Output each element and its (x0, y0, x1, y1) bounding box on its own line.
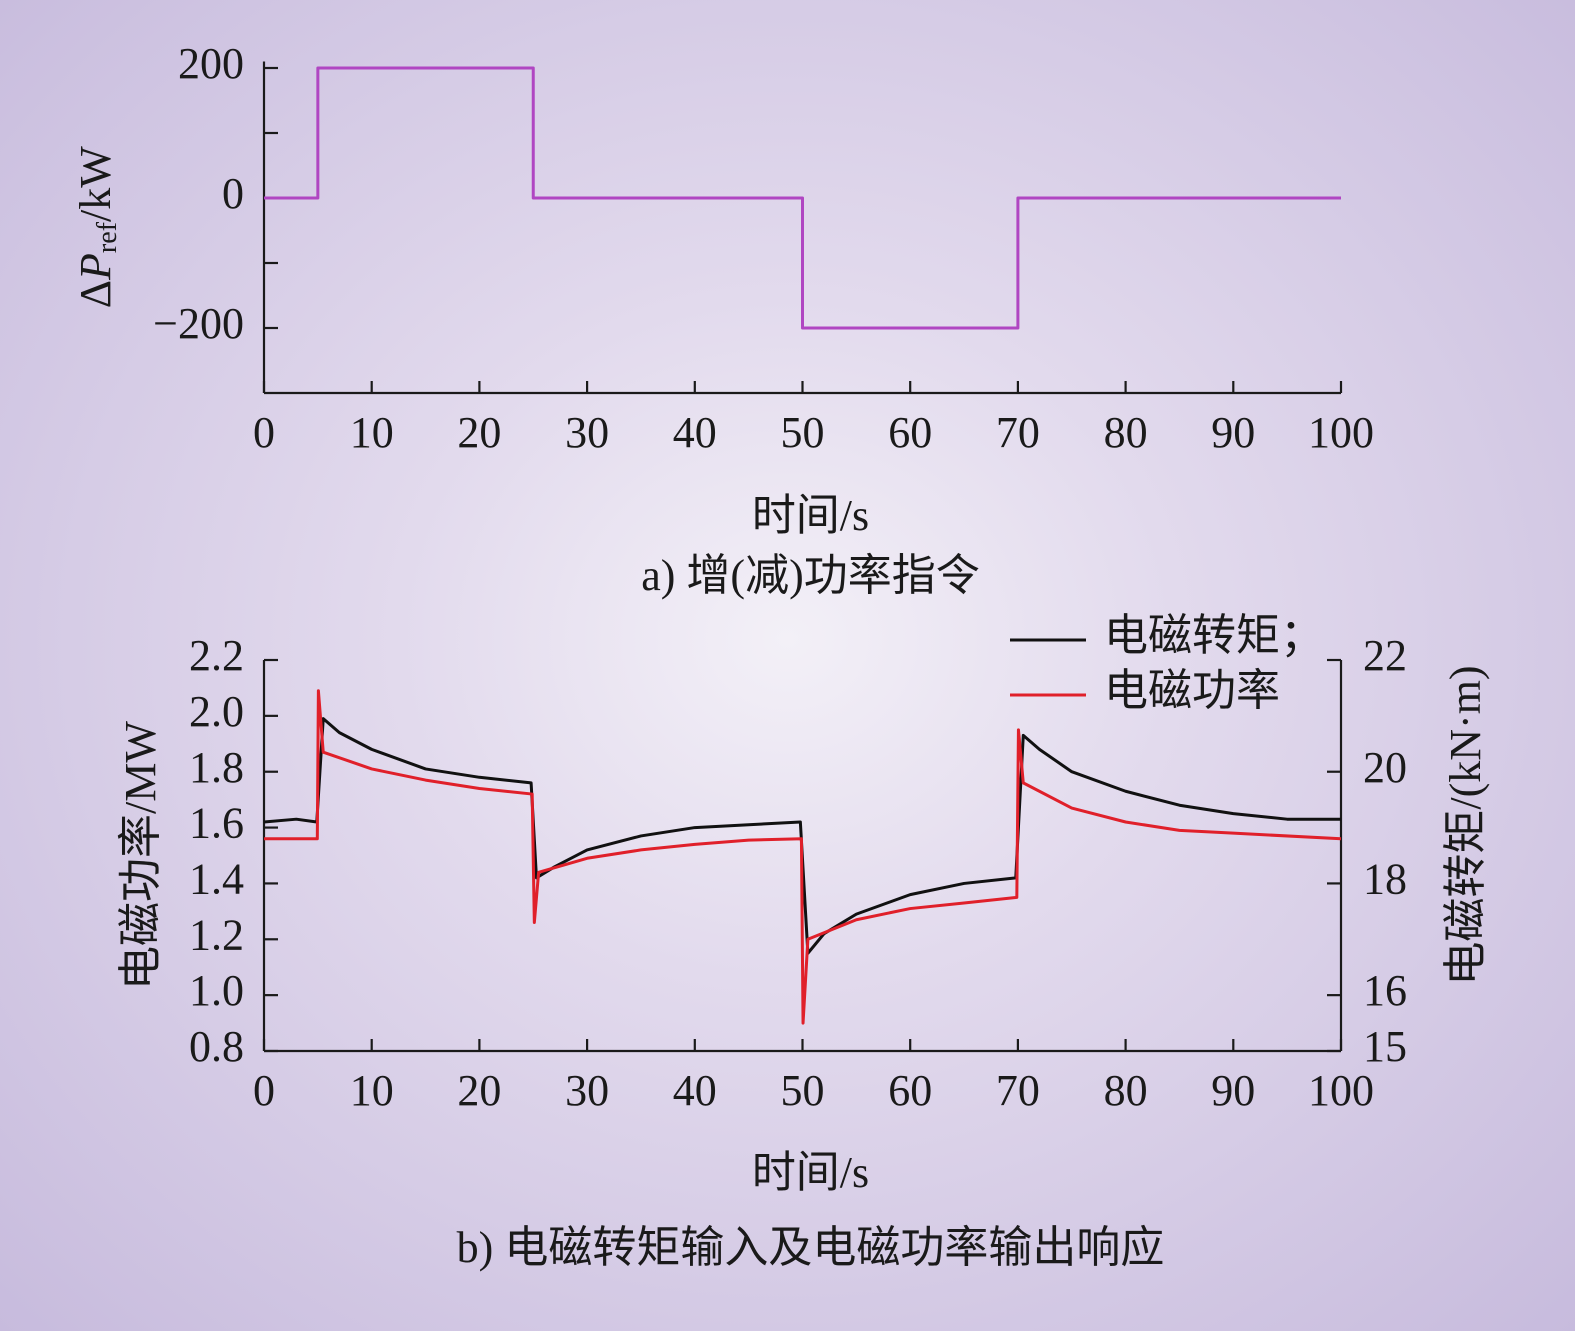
x-tick-label: 60 (888, 408, 932, 457)
y2-tick-label: 16 (1363, 966, 1407, 1015)
x-tick-label: 70 (996, 408, 1040, 457)
y-tick-label: 0 (222, 169, 244, 218)
y-tick-label: 1.4 (189, 855, 244, 904)
x-tick-label: 0 (253, 1066, 275, 1115)
y2-axis-title: 电磁转矩/(kN·m) (1441, 665, 1490, 985)
x-tick-label: 50 (781, 1066, 825, 1115)
x-tick-label: 20 (457, 1066, 501, 1115)
y-tick-label: 1.2 (189, 910, 244, 959)
x-tick-label: 70 (996, 1066, 1040, 1115)
y2-tick-label: 18 (1363, 855, 1407, 904)
caption: b) 电磁转矩输入及电磁功率输出响应 (457, 1223, 1165, 1272)
x-tick-label: 60 (888, 1066, 932, 1115)
series-line (264, 689, 1342, 1025)
y2-tick-label: 20 (1363, 743, 1407, 792)
x-tick-label: 100 (1308, 1066, 1374, 1115)
x-tick-label: 20 (457, 408, 501, 457)
x-tick-label: 30 (565, 408, 609, 457)
x-axis-title: 时间/s (752, 1148, 869, 1197)
y-tick-label: 200 (178, 39, 244, 88)
x-tick-label: 10 (350, 1066, 394, 1115)
x-tick-label: 80 (1104, 1066, 1148, 1115)
x-tick-label: 80 (1104, 408, 1148, 457)
series-line (263, 717, 1341, 955)
y2-tick-label: 15 (1363, 1022, 1407, 1071)
x-tick-label: 30 (565, 1066, 609, 1115)
y-axis-title: ΔPref/kW (71, 146, 123, 308)
x-tick-label: 100 (1308, 408, 1374, 457)
y-axis-title-part: ref (92, 221, 123, 253)
x-axis-title: 时间/s (752, 491, 869, 540)
y-axis-title-part: P (71, 253, 120, 281)
x-tick-label: 90 (1211, 408, 1255, 457)
y-tick-label: 2.2 (189, 631, 244, 680)
series-line (264, 66, 1341, 330)
y-tick-label: 0.8 (189, 1022, 244, 1071)
x-tick-label: 90 (1211, 1066, 1255, 1115)
y-tick-label: 1.0 (189, 966, 244, 1015)
y-tick-label: −200 (153, 299, 244, 348)
y-tick-label: 1.6 (189, 799, 244, 848)
y-axis-title: 电磁功率/MW (116, 721, 165, 990)
x-tick-label: 40 (673, 408, 717, 457)
legend-label: 电磁转矩； (1104, 611, 1324, 660)
y2-tick-label: 22 (1363, 631, 1407, 680)
x-tick-label: 40 (673, 1066, 717, 1115)
x-tick-label: 10 (350, 408, 394, 457)
y-tick-label: 2.0 (189, 687, 244, 736)
y-axis-title-part: /kW (71, 146, 120, 222)
legend-label: 电磁功率 (1104, 666, 1280, 715)
y-axis-title-part: Δ (71, 280, 120, 308)
x-tick-label: 50 (781, 408, 825, 457)
y-tick-label: 1.8 (189, 743, 244, 792)
x-tick-label: 0 (253, 408, 275, 457)
caption: a) 增(减)功率指令 (641, 551, 980, 600)
